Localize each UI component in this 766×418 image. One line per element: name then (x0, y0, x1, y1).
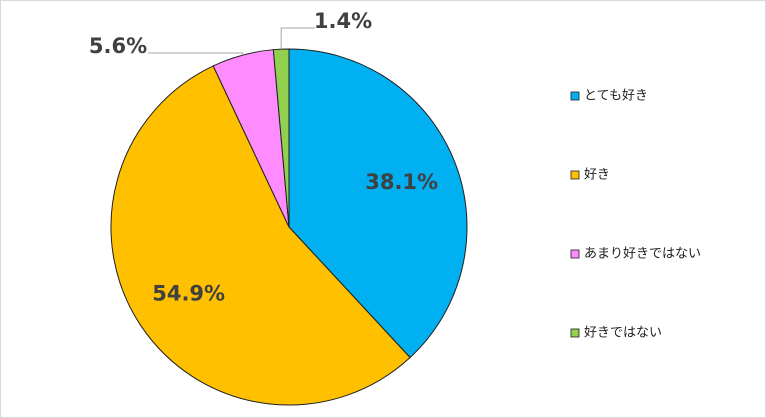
legend-swatch (570, 91, 580, 101)
legend-swatch (570, 249, 580, 259)
data-label: 5.6% (89, 34, 147, 58)
legend-label: 好きではない (584, 326, 662, 341)
legend-label: あまり好きではない (584, 247, 701, 262)
legend-swatch (570, 328, 580, 338)
data-label: 54.9% (152, 282, 225, 306)
pie-slice (288, 48, 468, 359)
legend-swatch (570, 170, 580, 180)
legend-label: とても好き (584, 89, 648, 104)
legend-label: 好き (584, 168, 610, 183)
pie-slice (110, 65, 411, 406)
data-label: 1.4% (314, 9, 372, 33)
leader-line (148, 52, 244, 56)
leader-line (280, 27, 315, 50)
data-label: 38.1% (365, 170, 438, 194)
